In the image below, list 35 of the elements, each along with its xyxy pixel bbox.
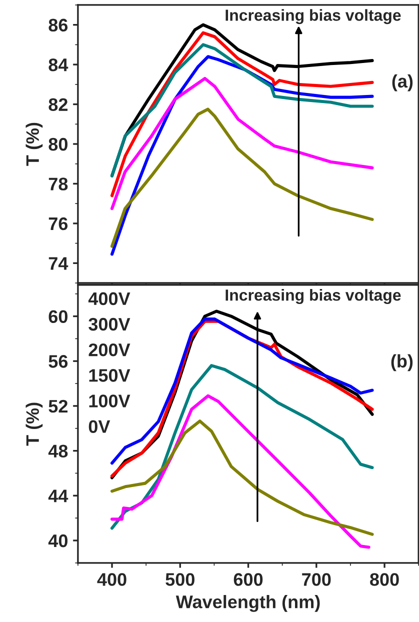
annotation: 150V xyxy=(89,369,130,382)
x-axis-title: Wavelength (nm) xyxy=(176,595,320,612)
y-tick-label: 40 xyxy=(48,534,68,548)
x-tick-label: 600 xyxy=(234,573,263,586)
y-tick-label: 48 xyxy=(48,444,68,458)
x-tick-label: 700 xyxy=(302,573,331,586)
y-axis-title: T (%) xyxy=(26,402,43,446)
y-tick-label: 44 xyxy=(48,490,68,502)
x-tick-label: 800 xyxy=(370,573,399,586)
line-series xyxy=(110,108,374,248)
x-tick-label: 400 xyxy=(97,573,126,586)
annotation: 0V xyxy=(88,420,110,433)
annotation: 300V xyxy=(88,318,130,331)
y-tick-label: 82 xyxy=(48,98,68,111)
y-tick-label: 60 xyxy=(48,310,68,323)
line-series xyxy=(110,76,374,210)
y-tick-label: 52 xyxy=(48,400,68,413)
annotation: (b) xyxy=(391,354,413,372)
y-tick-label: 80 xyxy=(48,138,68,151)
annotation: (a) xyxy=(392,74,413,92)
annotation: 200V xyxy=(88,343,130,356)
annotation: 100V xyxy=(89,394,130,408)
y-axis-title: T (%) xyxy=(26,122,43,166)
y-tick-label: 76 xyxy=(48,217,68,230)
annotation: Increasing bias voltage xyxy=(226,9,401,24)
y-tick-label: 84 xyxy=(48,58,68,72)
y-tick-label: 86 xyxy=(48,18,68,32)
annotation: 400V xyxy=(88,292,130,306)
x-tick-label: 500 xyxy=(166,573,194,586)
y-tick-label: 74 xyxy=(48,257,68,270)
line-series xyxy=(110,31,374,198)
line-series xyxy=(110,420,374,536)
y-tick-label: 56 xyxy=(48,355,68,368)
annotation: Increasing bias voltage xyxy=(226,289,401,304)
y-tick-label: 78 xyxy=(48,178,68,190)
